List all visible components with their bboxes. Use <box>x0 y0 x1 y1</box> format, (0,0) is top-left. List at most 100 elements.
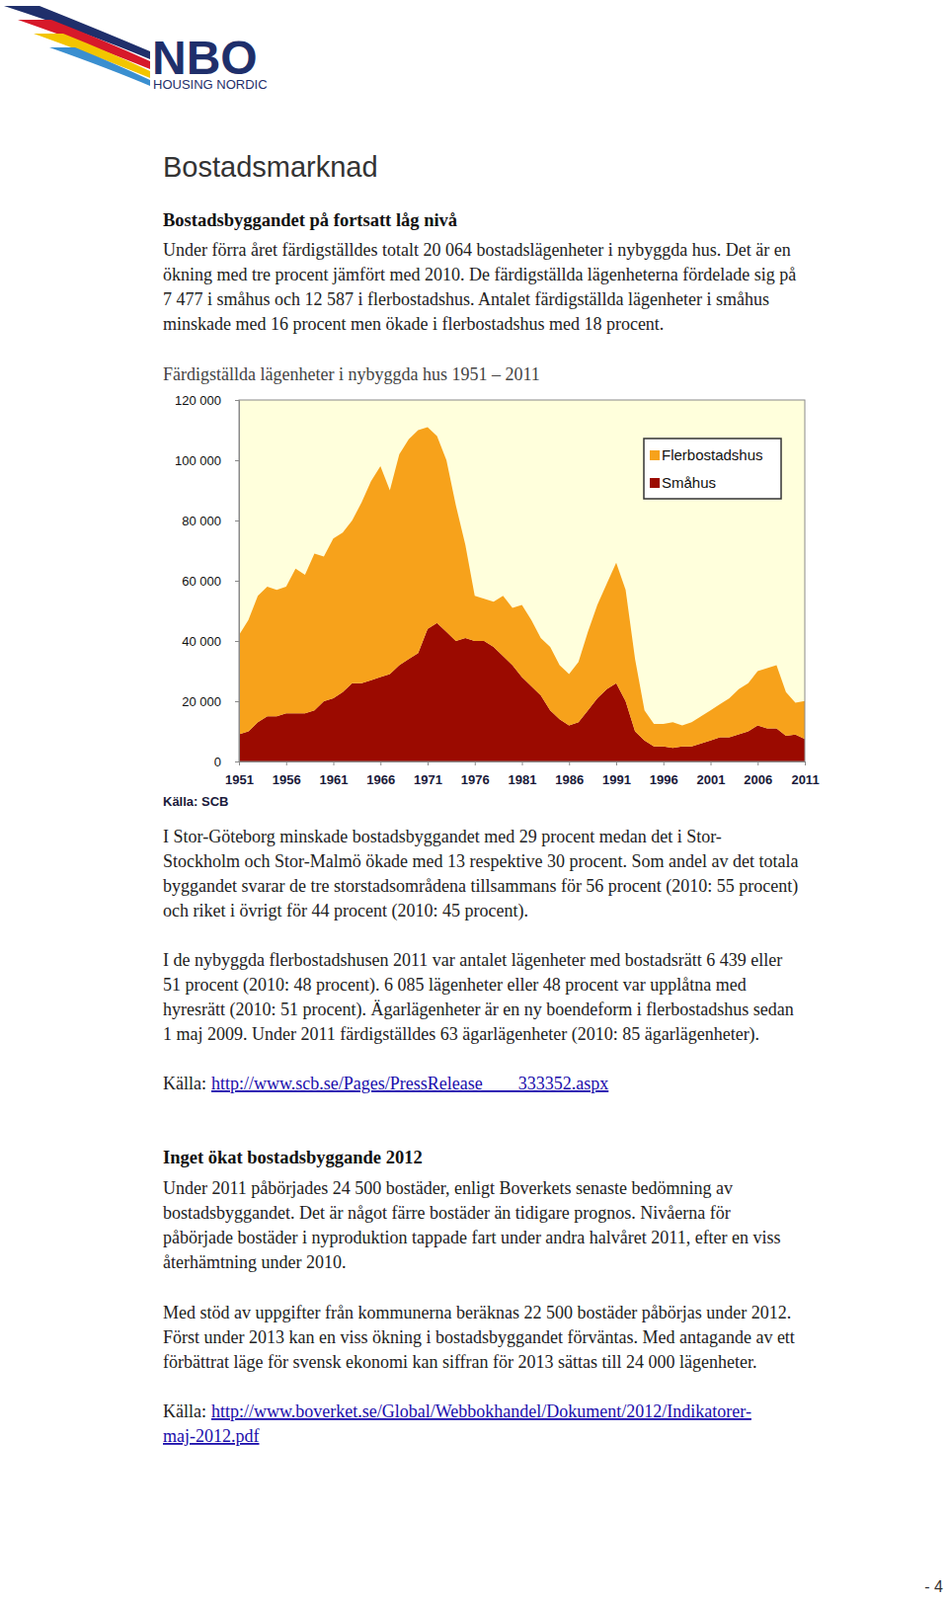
tick-label: 1951 <box>225 772 254 788</box>
paragraph-line: 1 maj 2009. Under 2011 färdigställdes 63… <box>162 1024 760 1045</box>
source-link[interactable]: http://www.scb.se/Pages/PressRelease____… <box>211 1073 609 1094</box>
legend: Flerbostadshus Småhus <box>643 438 782 499</box>
x-axis: 1951 1956 1961 1966 1971 1976 1981 1986 1991 1996… <box>225 761 820 788</box>
legend-label: Flerbostadshus <box>661 446 764 464</box>
tick-label: 1991 <box>602 772 632 788</box>
paragraph-line: påbörjade bostäder i nyproduktion tappad… <box>162 1227 782 1248</box>
legend-box <box>643 438 782 499</box>
tick-label: 1996 <box>649 772 679 788</box>
tick: 20 000 <box>181 694 239 710</box>
tick-mark <box>235 520 239 522</box>
tick: 100 000 <box>174 453 239 469</box>
tick-label: 1976 <box>461 772 490 788</box>
tick-label: 1956 <box>272 772 302 788</box>
tick-mark <box>380 761 382 766</box>
tick: 1986 <box>554 761 584 788</box>
tick-label: 2011 <box>790 772 819 788</box>
tick-label: 20 000 <box>181 694 222 710</box>
tick-mark <box>711 761 712 766</box>
tick-label: 100 000 <box>174 453 222 469</box>
tick-mark <box>474 761 476 766</box>
tick: 0 <box>214 754 239 770</box>
paragraph-line: förbättrat läge för svensk ekonomi kan s… <box>162 1351 758 1372</box>
tick-mark <box>757 761 759 766</box>
paragraph-line: Stockholm och Stor-Malmö ökade med 13 re… <box>162 851 799 871</box>
tick: 1971 <box>413 761 443 788</box>
source-link[interactable]: maj-2012.pdf <box>162 1425 259 1446</box>
logo: NBOHOUSING NORDIC <box>3 5 268 92</box>
tick: 80 000 <box>181 513 239 529</box>
source-label: Källa: <box>162 1073 207 1094</box>
tick: 1966 <box>366 761 395 788</box>
tick: 2006 <box>743 761 773 788</box>
paragraph-line: ökning med tre procent jämfört med 2010.… <box>162 264 796 285</box>
paragraph-line: 7 477 i småhus och 12 587 i flerbostadsh… <box>162 289 770 310</box>
tick: 1981 <box>508 761 538 788</box>
chart: 0 20 000 40 000 60 000 80 000 100 000 120 000 1… <box>162 393 820 809</box>
plot-area <box>238 426 805 762</box>
paragraph-line: och riket i övrigt för 44 procent (2010:… <box>162 900 529 922</box>
heading: Bostadsmarknad <box>162 151 379 183</box>
subheading: Inget ökat bostadsbyggande 2012 <box>162 1147 423 1168</box>
tick-mark <box>804 761 806 766</box>
tick-mark <box>568 761 570 766</box>
tick-label: 1961 <box>319 772 349 788</box>
tick-mark <box>522 761 524 766</box>
area-series <box>238 426 805 748</box>
tick-label: 2001 <box>697 772 726 788</box>
paragraph-line: Under förra året färdigställdes totalt 2… <box>162 239 791 260</box>
tick-mark <box>333 761 335 766</box>
tick-label: 80 000 <box>181 513 222 529</box>
chart-title: Färdigställda lägenheter i nybyggda hus … <box>162 364 541 385</box>
paragraph-line: I de nybyggda flerbostadshusen 2011 var … <box>162 949 783 970</box>
tick-mark <box>235 640 239 642</box>
logo-stripe <box>49 47 151 86</box>
tick-label: 1971 <box>413 772 443 788</box>
tick-mark <box>616 761 618 766</box>
tick-mark <box>238 761 240 766</box>
tick: 1961 <box>319 761 349 788</box>
chart-source: Källa: SCB <box>162 793 229 809</box>
source-link[interactable]: http://www.boverket.se/Global/Webbokhand… <box>211 1401 752 1422</box>
paragraph-line: minskade med 16 procent men ökade i fler… <box>162 314 664 334</box>
tick: 2011 <box>790 761 819 788</box>
tick-mark <box>235 399 239 401</box>
axis-line <box>239 762 806 767</box>
tick: 60 000 <box>181 573 239 589</box>
legend-swatch <box>649 450 660 461</box>
tick: 120 000 <box>174 393 239 408</box>
tick-label: 120 000 <box>174 393 222 408</box>
tick-label: 1986 <box>554 772 584 788</box>
tick: 1991 <box>602 761 632 788</box>
tick-mark <box>235 761 239 763</box>
plot-background <box>238 399 805 762</box>
y-axis: 0 20 000 40 000 60 000 80 000 100 000 120 000 <box>174 393 240 770</box>
paragraph-line: Under 2011 påbörjades 24 500 bostäder, e… <box>162 1178 733 1198</box>
paragraph-line: återhämtning under 2010. <box>162 1252 346 1272</box>
paragraph-line: I Stor-Göteborg minskade bostadsbyggande… <box>162 826 722 847</box>
tick-mark <box>286 761 288 766</box>
tick-label: 0 <box>214 754 222 770</box>
tick-mark <box>427 761 429 766</box>
legend-label: Småhus <box>661 474 716 491</box>
tick-label: 1966 <box>366 772 395 788</box>
logo-tagline: HOUSING NORDIC <box>153 77 268 92</box>
source-label: Källa: <box>162 1401 207 1422</box>
tick: 1956 <box>272 761 302 788</box>
tick-label: 2006 <box>743 772 773 788</box>
paragraph-line: Först under 2013 kan en viss ökning i bo… <box>162 1327 795 1347</box>
page-number: - 4 <box>924 1578 944 1595</box>
tick-mark <box>663 761 665 766</box>
paragraph-line: Med stöd av uppgifter från kommunerna be… <box>162 1302 791 1323</box>
tick: 2001 <box>697 761 726 788</box>
axis-line <box>235 400 240 763</box>
tick-label: 40 000 <box>181 633 222 649</box>
tick-mark <box>235 701 239 703</box>
tick: 1976 <box>461 761 490 788</box>
page: NBOHOUSING NORDICBostadsmarknadBostadsby… <box>0 0 948 1600</box>
tick-label: 60 000 <box>181 573 222 589</box>
tick: 1996 <box>649 761 679 788</box>
paragraph-line: byggandet svarar de tre storstadsområden… <box>162 875 798 897</box>
legend-swatch <box>649 477 660 488</box>
paragraph-line: bostadsbyggandet. Det är något färre bos… <box>162 1202 731 1223</box>
